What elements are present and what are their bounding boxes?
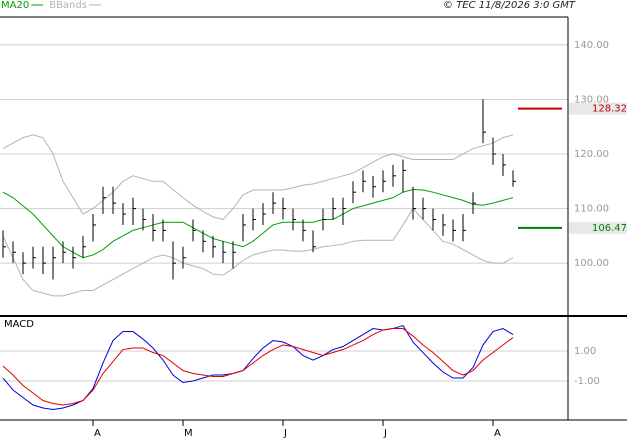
y-tick-label: 130.00 <box>574 94 609 105</box>
macd-title: MACD <box>4 319 34 330</box>
macd-line <box>2 324 514 411</box>
y-tick-label: 110.00 <box>574 204 609 215</box>
legend-label: MA20 <box>1 0 29 11</box>
credit: © TEC 11/8/2026 3:0 GMT <box>443 0 576 11</box>
y-tick-label: 140.00 <box>574 40 609 51</box>
level-label: 106.47 <box>592 223 627 234</box>
x-tick-label: M <box>184 428 193 439</box>
bband-upper <box>2 134 514 221</box>
legend-label: BBands <box>49 0 87 11</box>
x-tick-label: J <box>283 428 287 439</box>
level-label-bg <box>569 102 627 115</box>
macd-line <box>2 328 514 406</box>
y-tick-label: 120.00 <box>574 149 609 160</box>
ma20-line <box>2 188 514 259</box>
y-tick-label: 1.00 <box>574 346 596 357</box>
y-tick-label: 100.00 <box>574 258 609 269</box>
x-tick-label: J <box>383 428 387 439</box>
x-tick-label: A <box>494 428 501 439</box>
bband-lower <box>2 207 514 297</box>
x-tick-label: A <box>94 428 101 439</box>
level-label: 128.32 <box>592 104 627 115</box>
y-tick-label: -1.00 <box>574 376 600 387</box>
level-label-bg <box>569 221 627 234</box>
